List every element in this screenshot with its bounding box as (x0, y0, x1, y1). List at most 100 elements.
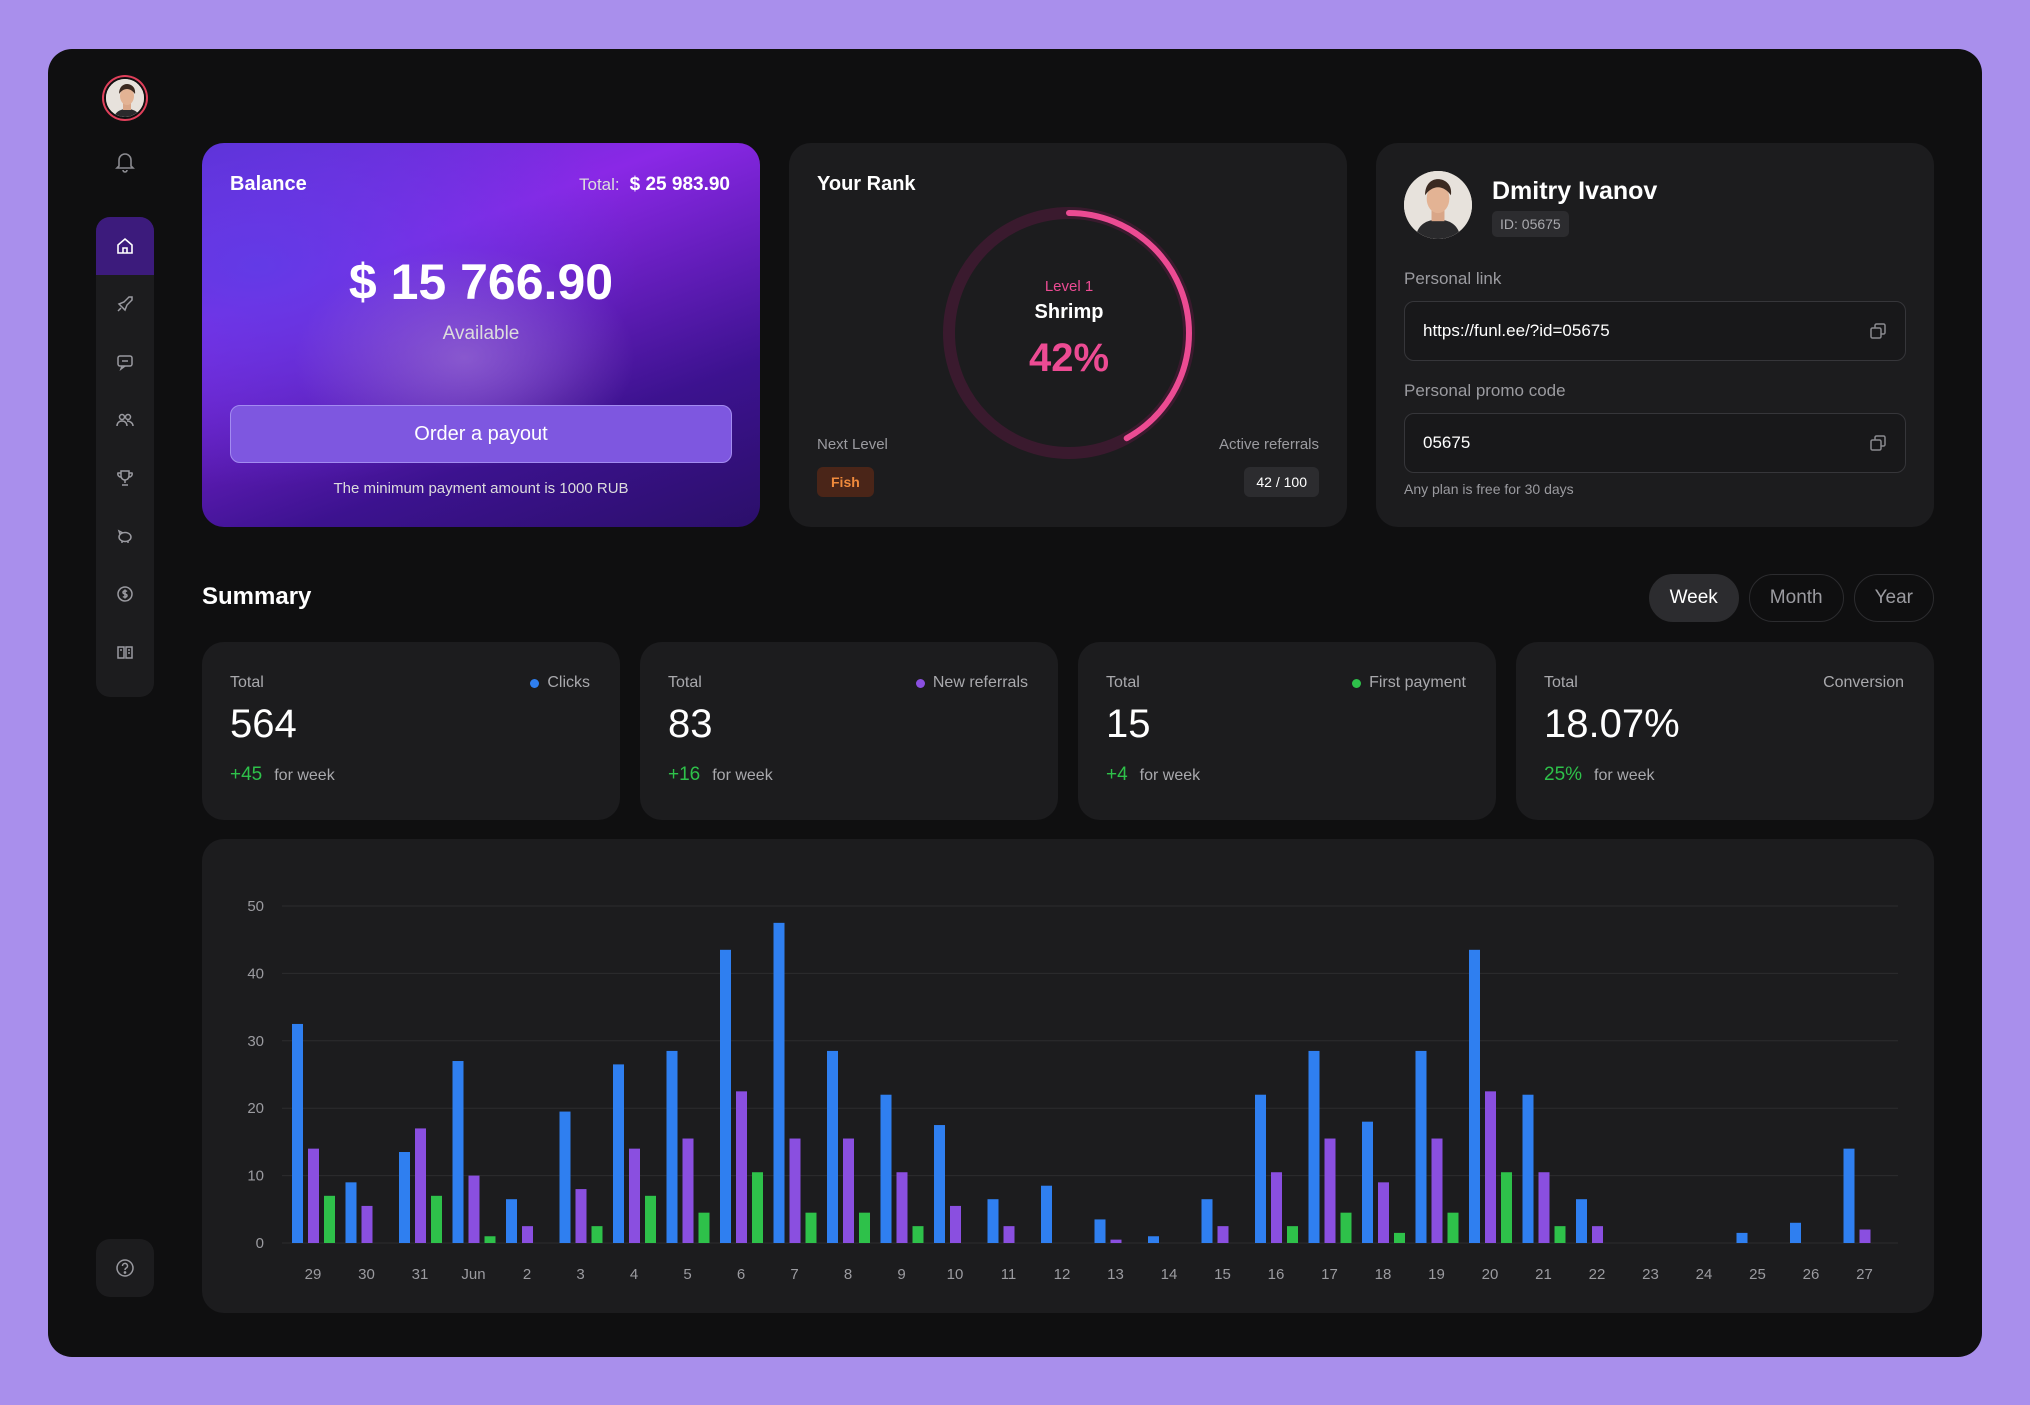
bar-new-referrals[interactable] (843, 1138, 854, 1243)
bar-clicks[interactable] (452, 1061, 464, 1243)
tab-year[interactable]: Year (1853, 574, 1934, 622)
bar-new-referrals[interactable] (575, 1189, 587, 1243)
bar-clicks[interactable] (613, 1064, 624, 1243)
free-plan-note: Any plan is free for 30 days (1404, 481, 1574, 497)
copy-icon[interactable] (1869, 322, 1887, 340)
bar-clicks[interactable] (666, 1050, 678, 1243)
copy-icon[interactable] (1869, 434, 1887, 452)
stat-value: 564 (230, 702, 297, 746)
bar-clicks[interactable] (292, 1023, 303, 1243)
bar-clicks[interactable] (1255, 1094, 1266, 1243)
bar-first-payment[interactable] (912, 1226, 924, 1243)
bar-clicks[interactable] (1790, 1222, 1801, 1243)
sidebar-item-referrals[interactable] (96, 391, 154, 449)
promo-code-field[interactable]: 05675 (1404, 413, 1906, 473)
bar-first-payment[interactable] (1554, 1226, 1566, 1243)
bar-clicks[interactable] (1201, 1199, 1213, 1243)
bar-new-referrals[interactable] (1324, 1138, 1336, 1243)
bar-new-referrals[interactable] (682, 1138, 694, 1243)
bar-first-payment[interactable] (324, 1195, 335, 1243)
bar-new-referrals[interactable] (1859, 1229, 1871, 1243)
bar-clicks[interactable] (773, 922, 785, 1243)
bar-new-referrals[interactable] (789, 1138, 801, 1243)
bar-clicks[interactable] (559, 1111, 571, 1243)
bar-clicks[interactable] (880, 1094, 892, 1243)
bar-first-payment[interactable] (805, 1212, 817, 1243)
tab-week[interactable]: Week (1648, 574, 1739, 622)
stat-legend: Conversion (1823, 674, 1904, 692)
bar-first-payment[interactable] (1340, 1212, 1352, 1243)
bar-clicks[interactable] (1522, 1094, 1534, 1243)
bar-first-payment[interactable] (859, 1212, 870, 1243)
bar-first-payment[interactable] (1501, 1172, 1512, 1243)
bar-new-referrals[interactable] (1431, 1138, 1443, 1243)
personal-link-label: Personal link (1404, 269, 1502, 288)
sidebar-item-rank[interactable] (96, 449, 154, 507)
user-avatar[interactable] (104, 77, 146, 119)
bar-new-referrals[interactable] (1271, 1172, 1282, 1243)
bar-new-referrals[interactable] (361, 1205, 373, 1243)
bar-new-referrals[interactable] (629, 1148, 640, 1243)
sidebar-item-docs[interactable] (96, 623, 154, 681)
bar-new-referrals[interactable] (1378, 1182, 1389, 1243)
balance-total-value: $ 25 983.90 (629, 174, 730, 195)
bar-first-payment[interactable] (591, 1226, 603, 1243)
bar-new-referrals[interactable] (1217, 1226, 1229, 1243)
x-tick-label: 2 (523, 1266, 531, 1283)
bar-new-referrals[interactable] (1485, 1091, 1496, 1243)
bar-clicks[interactable] (1148, 1236, 1159, 1243)
bar-new-referrals[interactable] (1110, 1239, 1122, 1243)
x-tick-label: 3 (576, 1266, 584, 1283)
bell-icon[interactable] (96, 147, 154, 177)
bar-first-payment[interactable] (431, 1195, 442, 1243)
bar-new-referrals[interactable] (1003, 1226, 1015, 1243)
sidebar-item-payments[interactable] (96, 565, 154, 623)
order-payout-button[interactable]: Order a payout (230, 405, 732, 463)
bar-clicks[interactable] (934, 1125, 945, 1243)
sidebar-item-messages[interactable] (96, 333, 154, 391)
bar-first-payment[interactable] (484, 1236, 496, 1243)
bar-clicks[interactable] (1736, 1232, 1748, 1243)
trophy-icon (117, 470, 133, 486)
bar-new-referrals[interactable] (468, 1175, 480, 1243)
tab-month[interactable]: Month (1748, 574, 1844, 622)
bar-first-payment[interactable] (698, 1212, 710, 1243)
bar-clicks[interactable] (1843, 1148, 1855, 1243)
bar-new-referrals[interactable] (1592, 1226, 1603, 1243)
bar-first-payment[interactable] (1287, 1226, 1298, 1243)
bar-new-referrals[interactable] (736, 1091, 747, 1243)
bar-clicks[interactable] (1041, 1185, 1052, 1243)
bar-clicks[interactable] (345, 1182, 357, 1243)
sidebar-item-home[interactable] (96, 217, 154, 275)
bar-clicks[interactable] (399, 1152, 410, 1243)
bar-clicks[interactable] (506, 1199, 517, 1243)
bar-new-referrals[interactable] (415, 1128, 426, 1243)
bar-new-referrals[interactable] (950, 1205, 961, 1243)
personal-link-field[interactable]: https://funl.ee/?id=05675 (1404, 301, 1906, 361)
bar-clicks[interactable] (1308, 1050, 1320, 1243)
sidebar (96, 49, 154, 1357)
bar-clicks[interactable] (1415, 1050, 1427, 1243)
bar-clicks[interactable] (1469, 949, 1480, 1243)
bar-clicks[interactable] (827, 1050, 838, 1243)
bar-clicks[interactable] (1094, 1219, 1106, 1243)
bar-new-referrals[interactable] (896, 1172, 908, 1243)
bar-clicks[interactable] (1576, 1199, 1587, 1243)
promo-code-value: 05675 (1423, 433, 1471, 452)
bar-new-referrals[interactable] (522, 1226, 533, 1243)
sidebar-item-promo[interactable] (96, 275, 154, 333)
bar-clicks[interactable] (987, 1199, 999, 1243)
help-button[interactable] (96, 1239, 154, 1297)
bar-clicks[interactable] (720, 949, 731, 1243)
bar-clicks[interactable] (1362, 1121, 1373, 1243)
bar-first-payment[interactable] (1394, 1232, 1405, 1243)
y-tick-label: 40 (247, 965, 264, 982)
stat-delta: 25% for week (1544, 764, 1655, 786)
bar-new-referrals[interactable] (1538, 1172, 1550, 1243)
bar-first-payment[interactable] (645, 1195, 656, 1243)
stat-legend-label: Conversion (1823, 674, 1904, 691)
bar-first-payment[interactable] (752, 1172, 763, 1243)
bar-first-payment[interactable] (1447, 1212, 1459, 1243)
sidebar-item-savings[interactable] (96, 507, 154, 565)
bar-new-referrals[interactable] (308, 1148, 319, 1243)
